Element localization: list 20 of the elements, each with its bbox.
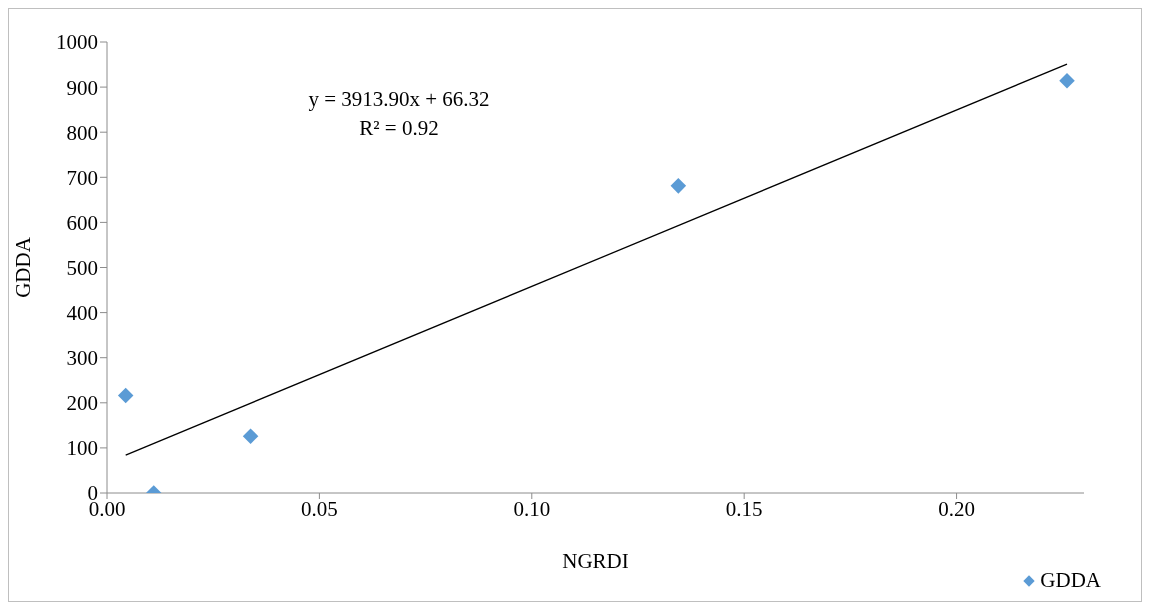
x-tick-label: 0.10	[513, 496, 551, 521]
y-tick-label: 400	[66, 301, 98, 326]
annotation: R² = 0.92	[358, 116, 440, 141]
y-tick-label: 900	[66, 75, 98, 100]
legend-label: GDDA	[1039, 568, 1101, 593]
x-tick-label: 0.05	[301, 496, 338, 521]
x-tick-label: 0.20	[938, 496, 975, 521]
y-tick-label: 200	[66, 391, 98, 416]
y-tick-label: 100	[66, 436, 98, 461]
y-tick-label: 700	[66, 165, 98, 190]
point	[1059, 73, 1075, 89]
x-tick-label: 0.15	[725, 496, 763, 521]
y-tick-label: 600	[66, 210, 98, 235]
y-tick-label: 1000	[56, 30, 98, 55]
y-tick-label: 500	[66, 255, 98, 280]
y-axis-title: GDDA	[11, 236, 36, 298]
y-tick-label: 800	[66, 120, 98, 145]
annotation: y = 3913.90x + 66.32	[307, 87, 491, 112]
y-tick-label: 300	[66, 346, 98, 371]
x-axis-title: NGRDI	[562, 548, 629, 573]
